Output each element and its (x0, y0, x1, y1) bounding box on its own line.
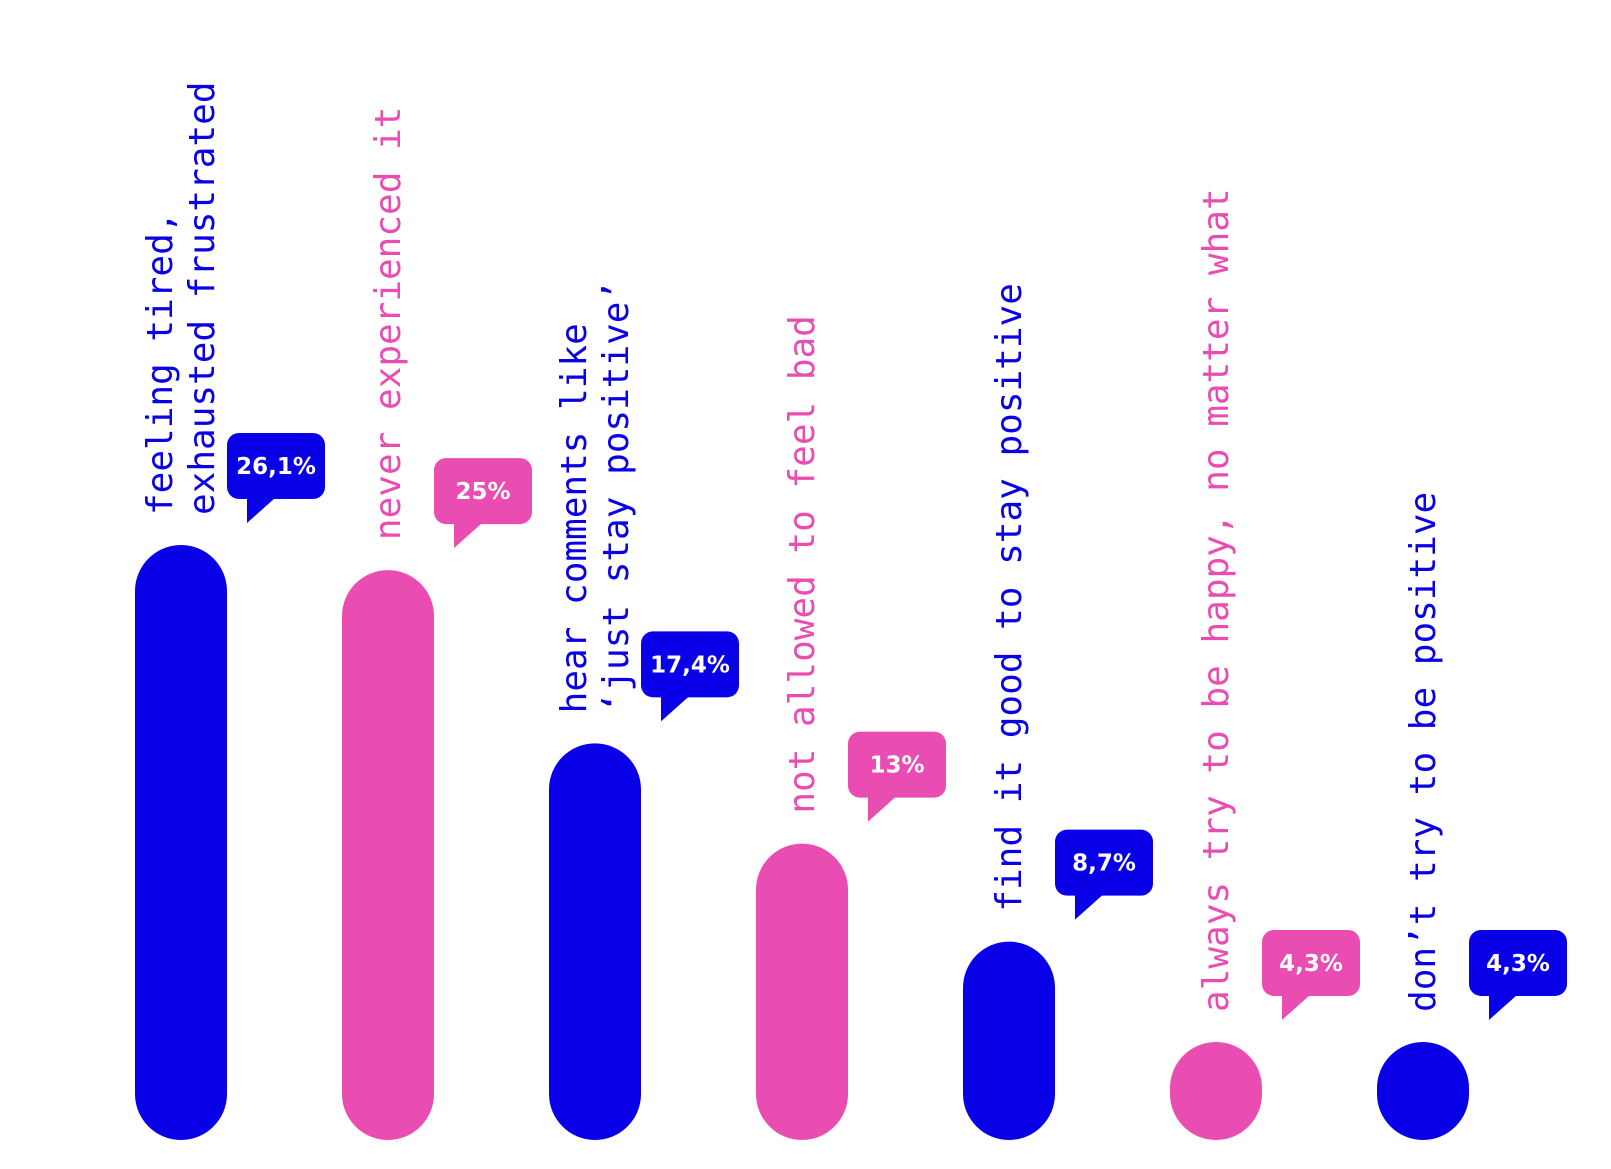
category-label-6-line-0: don’t try to be positive (1403, 492, 1444, 1012)
bar-5 (1170, 1041, 1262, 1140)
value-label-1: 25% (455, 479, 510, 505)
bar-1 (342, 570, 434, 1140)
value-bubble-4: 8,7% (1055, 829, 1153, 920)
bar-2 (549, 743, 641, 1140)
value-label-5: 4,3% (1279, 951, 1343, 977)
value-bubble-5: 4,3% (1262, 929, 1360, 1020)
category-label-4-line-0: find it good to stay positive (989, 283, 1030, 912)
bar-3 (756, 843, 848, 1140)
category-label-2-line-1: ‘just stay positive’ (596, 280, 637, 713)
bar-6 (1377, 1041, 1469, 1140)
category-label-5-line-0: always try to be happy, no matter what (1196, 188, 1237, 1012)
value-bubble-2: 17,4% (641, 631, 739, 722)
bar-0 (135, 545, 227, 1140)
category-label-1-line-0: never experienced it (368, 107, 409, 540)
value-label-0: 26,1% (236, 454, 316, 480)
category-label-2-line-0: hear comments like (554, 323, 595, 713)
value-bubble-1: 25% (434, 458, 532, 549)
category-label-0-line-1: exhausted frustrated (182, 82, 223, 515)
value-bubble-3: 13% (848, 731, 946, 822)
value-label-3: 13% (869, 753, 924, 779)
bar-4 (963, 941, 1055, 1140)
value-bubble-0: 26,1% (227, 433, 325, 523)
category-label-3-line-0: not allowed to feel bad (782, 315, 823, 814)
value-label-2: 17,4% (650, 652, 730, 678)
value-label-4: 8,7% (1072, 851, 1136, 877)
value-bubble-6: 4,3% (1469, 929, 1567, 1020)
category-label-0-line-0: feeling tired, (140, 212, 181, 515)
value-label-6: 4,3% (1486, 951, 1550, 977)
